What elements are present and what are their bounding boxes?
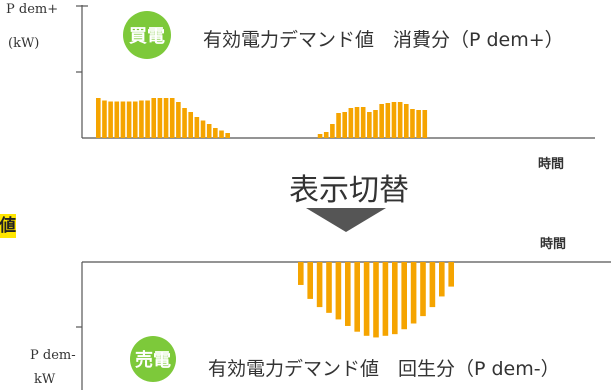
regeneration-bar	[316, 262, 323, 308]
consumption-bar	[397, 102, 403, 138]
consumption-bar	[354, 107, 360, 138]
regeneration-bar	[420, 262, 426, 317]
consumption-bar	[139, 100, 144, 138]
buy-power-badge: 買電	[123, 11, 171, 59]
bottom-time-label: 時間	[540, 237, 567, 252]
regeneration-bar	[354, 262, 360, 332]
bottom-y-label-line2: kW	[34, 372, 56, 387]
consumption-bar	[330, 124, 335, 138]
consumption-bar	[120, 101, 126, 138]
sell-power-badge: 売電	[130, 336, 176, 382]
consumption-bar	[151, 98, 157, 138]
consumption-bar	[114, 101, 120, 138]
regeneration-bar	[392, 262, 398, 335]
consumption-bar	[391, 102, 397, 138]
bottom-bars	[298, 262, 454, 338]
consumption-bar	[379, 104, 384, 138]
consumption-bar	[348, 108, 354, 138]
consumption-bar	[157, 98, 163, 138]
regeneration-bar	[335, 262, 342, 320]
top-time-label: 時間	[538, 157, 565, 172]
consumption-bar	[182, 108, 187, 138]
regeneration-bar	[410, 262, 417, 324]
top-y-label-line1: P dem+	[6, 2, 59, 17]
consumption-bar	[317, 134, 323, 138]
consumption-bar	[416, 110, 421, 138]
consumption-bar	[188, 112, 193, 138]
regeneration-bar	[401, 262, 407, 330]
regeneration-bar	[382, 262, 389, 336]
consumption-bar	[206, 124, 212, 138]
regeneration-bar	[326, 262, 332, 313]
regeneration-bar	[448, 262, 454, 287]
regeneration-bar	[373, 262, 379, 338]
consumption-bar	[336, 113, 341, 138]
consumption-bar	[225, 133, 230, 138]
consumption-bar	[108, 101, 113, 138]
bottom-series-label: 有効電力デマンド値 回生分（P dem-）	[208, 358, 560, 380]
consumption-bar	[194, 117, 200, 138]
consumption-bar	[145, 100, 150, 138]
consumption-bar	[373, 110, 378, 138]
top-y-label-line2: (kW)	[8, 36, 40, 51]
consumption-bar	[404, 104, 409, 138]
switch-arrow-icon	[306, 208, 386, 232]
display-switch-label: 表示切替	[289, 173, 409, 208]
consumption-bar	[219, 130, 224, 138]
regeneration-bar	[439, 262, 445, 297]
consumption-bar	[342, 112, 347, 138]
consumption-bar	[410, 109, 415, 138]
consumption-bar	[213, 128, 218, 138]
regeneration-bar	[298, 262, 304, 285]
consumption-bar	[385, 103, 391, 138]
consumption-bar	[102, 100, 107, 138]
consumption-bar	[163, 98, 169, 138]
consumption-bar	[367, 112, 372, 138]
consumption-bar	[132, 101, 138, 138]
consumption-bar	[323, 132, 329, 138]
regeneration-bar	[345, 262, 351, 326]
regeneration-bar	[363, 262, 370, 336]
top-series-label: 有効電力デマンド値 消費分（P dem+）	[203, 29, 564, 51]
top-bars	[96, 98, 428, 138]
regeneration-bar	[307, 262, 313, 299]
consumption-bar	[200, 120, 206, 138]
consumption-bar	[96, 98, 101, 138]
consumption-bar	[169, 98, 175, 138]
clipped-value-tag-text: 値	[0, 216, 16, 236]
regeneration-bar	[429, 262, 436, 308]
consumption-bar	[126, 101, 132, 138]
consumption-bar	[422, 110, 428, 138]
consumption-bar	[360, 107, 366, 138]
clipped-value-tag: 値	[0, 214, 16, 238]
bottom-y-label-line1: P dem-	[30, 348, 76, 363]
consumption-bar	[176, 102, 181, 138]
